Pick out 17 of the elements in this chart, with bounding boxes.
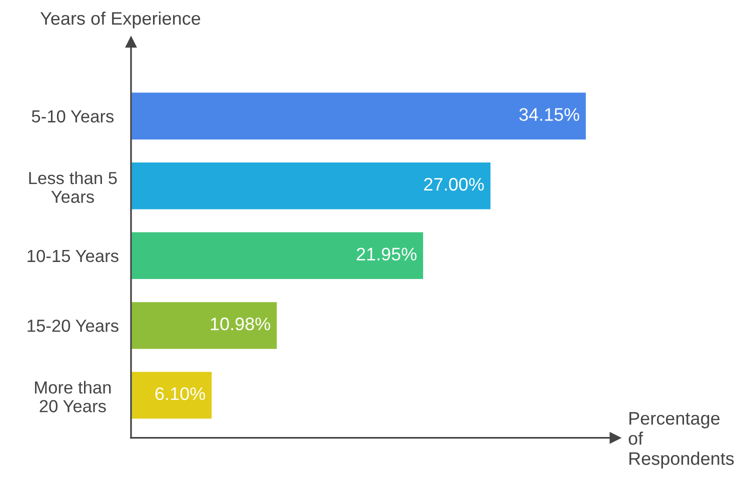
data-label: 21.95% <box>356 248 416 261</box>
data-label: 34.15% <box>519 108 580 121</box>
y-tick-label: Less than 5 Years <box>29 171 117 203</box>
y-tick-label: More than 20 Years <box>35 380 111 412</box>
x-axis-title: Percentage of Respondents <box>628 412 734 469</box>
data-label: 10.98% <box>210 318 270 330</box>
data-label: 6.10% <box>155 387 206 400</box>
bar <box>131 91 588 141</box>
y-tick-label: 10-15 Years <box>28 250 118 262</box>
data-label: 27.00% <box>424 178 484 191</box>
bar <box>131 161 492 211</box>
bar <box>131 300 278 350</box>
bar <box>131 370 214 420</box>
bar <box>131 230 424 280</box>
y-axis-title: Years of Experience <box>40 12 200 28</box>
y-tick-label: 5-10 Years <box>32 110 114 123</box>
y-tick-label: 15-20 Years <box>28 320 118 332</box>
